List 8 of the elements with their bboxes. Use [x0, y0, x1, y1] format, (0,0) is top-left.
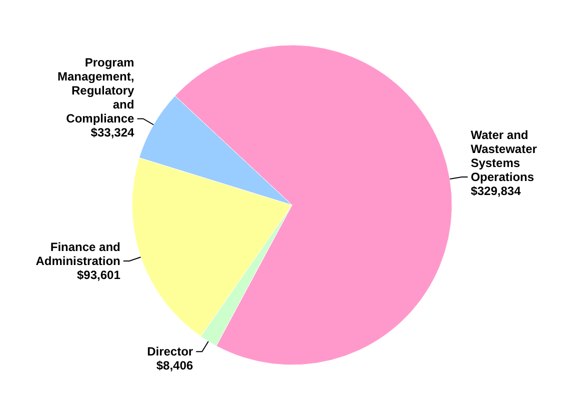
data-label: $8,406	[156, 358, 194, 373]
slice-label: Director	[147, 344, 194, 359]
slice-label: Program Management, Regulatory and Compliance	[58, 56, 135, 126]
data-label: $33,324	[90, 126, 135, 140]
slice-label: Water and Wastewater Systems Operations	[470, 128, 538, 184]
slice-label: Finance and Administration	[36, 240, 120, 268]
data-label: $329,834	[470, 184, 522, 198]
data-label: $93,601	[76, 268, 121, 282]
